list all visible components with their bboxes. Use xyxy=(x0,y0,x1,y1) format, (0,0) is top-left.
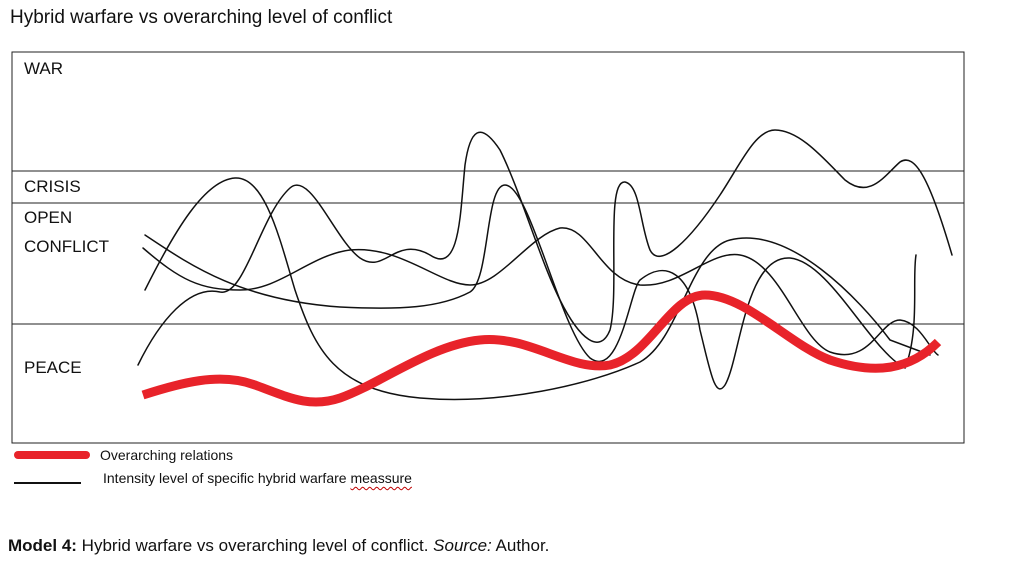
legend-intensity-text: Intensity level of specific hybrid warfa… xyxy=(103,470,351,486)
caption-source-label: Source: xyxy=(433,536,492,555)
zone-label-open: OPEN xyxy=(24,208,73,227)
zone-label-peace: PEACE xyxy=(24,358,82,377)
overarching-relations-curve xyxy=(141,290,942,407)
zone-label-crisis: CRISIS xyxy=(24,177,81,196)
caption-source: Author. xyxy=(491,536,550,555)
legend-overarching-swatch xyxy=(14,451,90,459)
diagram-title: Hybrid warfare vs overarching level of c… xyxy=(10,7,393,28)
legend-intensity-measure-word: meassure xyxy=(350,470,412,486)
hybrid-measure-curve-2 xyxy=(137,129,953,366)
legend-overarching-label: Overarching relations xyxy=(100,447,234,463)
zone-label-war: WAR xyxy=(24,59,64,78)
zone-label-conflict: CONFLICT xyxy=(24,237,109,256)
hybrid-measure-curve-3 xyxy=(144,184,917,390)
figure-caption: Model 4: Hybrid warfare vs overarching l… xyxy=(8,536,549,556)
legend-intensity-swatch xyxy=(14,482,81,484)
caption-text: Hybrid warfare vs overarching level of c… xyxy=(76,536,434,555)
legend-intensity-label: Intensity level of specific hybrid warfa… xyxy=(103,470,412,486)
caption-model-label: Model 4: xyxy=(8,536,77,555)
hybrid-measure-curve-4 xyxy=(142,227,939,356)
diagram-frame xyxy=(11,51,965,444)
hybrid-measure-curve-1 xyxy=(144,177,931,401)
